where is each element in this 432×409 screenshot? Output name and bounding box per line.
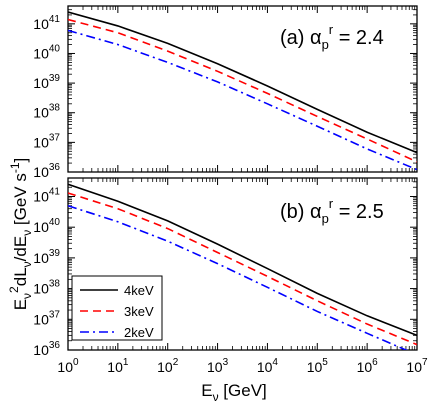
legend: 4keV 3keV 2keV <box>71 275 163 341</box>
y-tick-label: 1037 <box>33 132 60 150</box>
panel-b: 1036 1037 1038 1039 1040 1041 (b) αpr = 2.5 4ke… <box>33 177 428 375</box>
legend-label-2keV: 2keV <box>124 325 154 340</box>
svg-text:Eν2dLν/dEν [GeV s-1]: Eν2dLν/dEν [GeV s-1] <box>7 158 34 311</box>
y-tick-label: 1040 <box>33 43 60 61</box>
y-tick-label: 1041 <box>33 186 60 204</box>
x-tick-label: 106 <box>357 357 379 375</box>
y-tick-label: 1039 <box>33 248 60 266</box>
series-line-3keV <box>68 18 417 163</box>
x-tick-label: 101 <box>107 357 129 375</box>
y-tick-label: 1040 <box>33 217 60 235</box>
x-tick-label: 103 <box>207 357 229 375</box>
y-tick-label: 1038 <box>33 279 60 297</box>
series-line-2keV <box>68 29 417 171</box>
plot-frame <box>67 177 418 351</box>
y-tick-label: 1039 <box>33 73 60 91</box>
panel-label: (a) αpr = 2.4 <box>280 22 384 52</box>
series-line-4keV <box>68 11 417 154</box>
svg-text:Eν [GeV]: Eν [GeV] <box>201 381 267 404</box>
series-line-2keV <box>68 204 408 350</box>
panel-a: 1036 1037 1038 1039 1040 1041 (a) αpr = 2.4 <box>33 5 418 180</box>
legend-label-4keV: 4keV <box>124 283 154 298</box>
series-line-3keV <box>68 192 417 346</box>
x-tick-label: 102 <box>157 357 179 375</box>
legend-box <box>71 275 163 341</box>
y-axis-label: Eν2dLν/dEν [GeV s-1] <box>7 158 34 311</box>
x-tick-label: 104 <box>257 357 279 375</box>
y-tick-label: 1038 <box>33 103 60 121</box>
y-tick-label: 1041 <box>33 14 60 32</box>
x-tick-label: 105 <box>307 357 329 375</box>
legend-label-3keV: 3keV <box>124 304 154 319</box>
x-tick-label: 107 <box>406 357 428 375</box>
y-tick-label: 1037 <box>33 309 60 327</box>
y-tick-label: 1036 <box>33 340 60 358</box>
series-line-4keV <box>68 183 417 337</box>
x-axis-label: Eν [GeV] <box>201 381 267 404</box>
x-tick-label: 100 <box>57 357 79 375</box>
plot-frame <box>67 5 418 173</box>
y-tick-label: 1036 <box>33 162 60 180</box>
panel-label: (b) αpr = 2.5 <box>280 196 384 226</box>
